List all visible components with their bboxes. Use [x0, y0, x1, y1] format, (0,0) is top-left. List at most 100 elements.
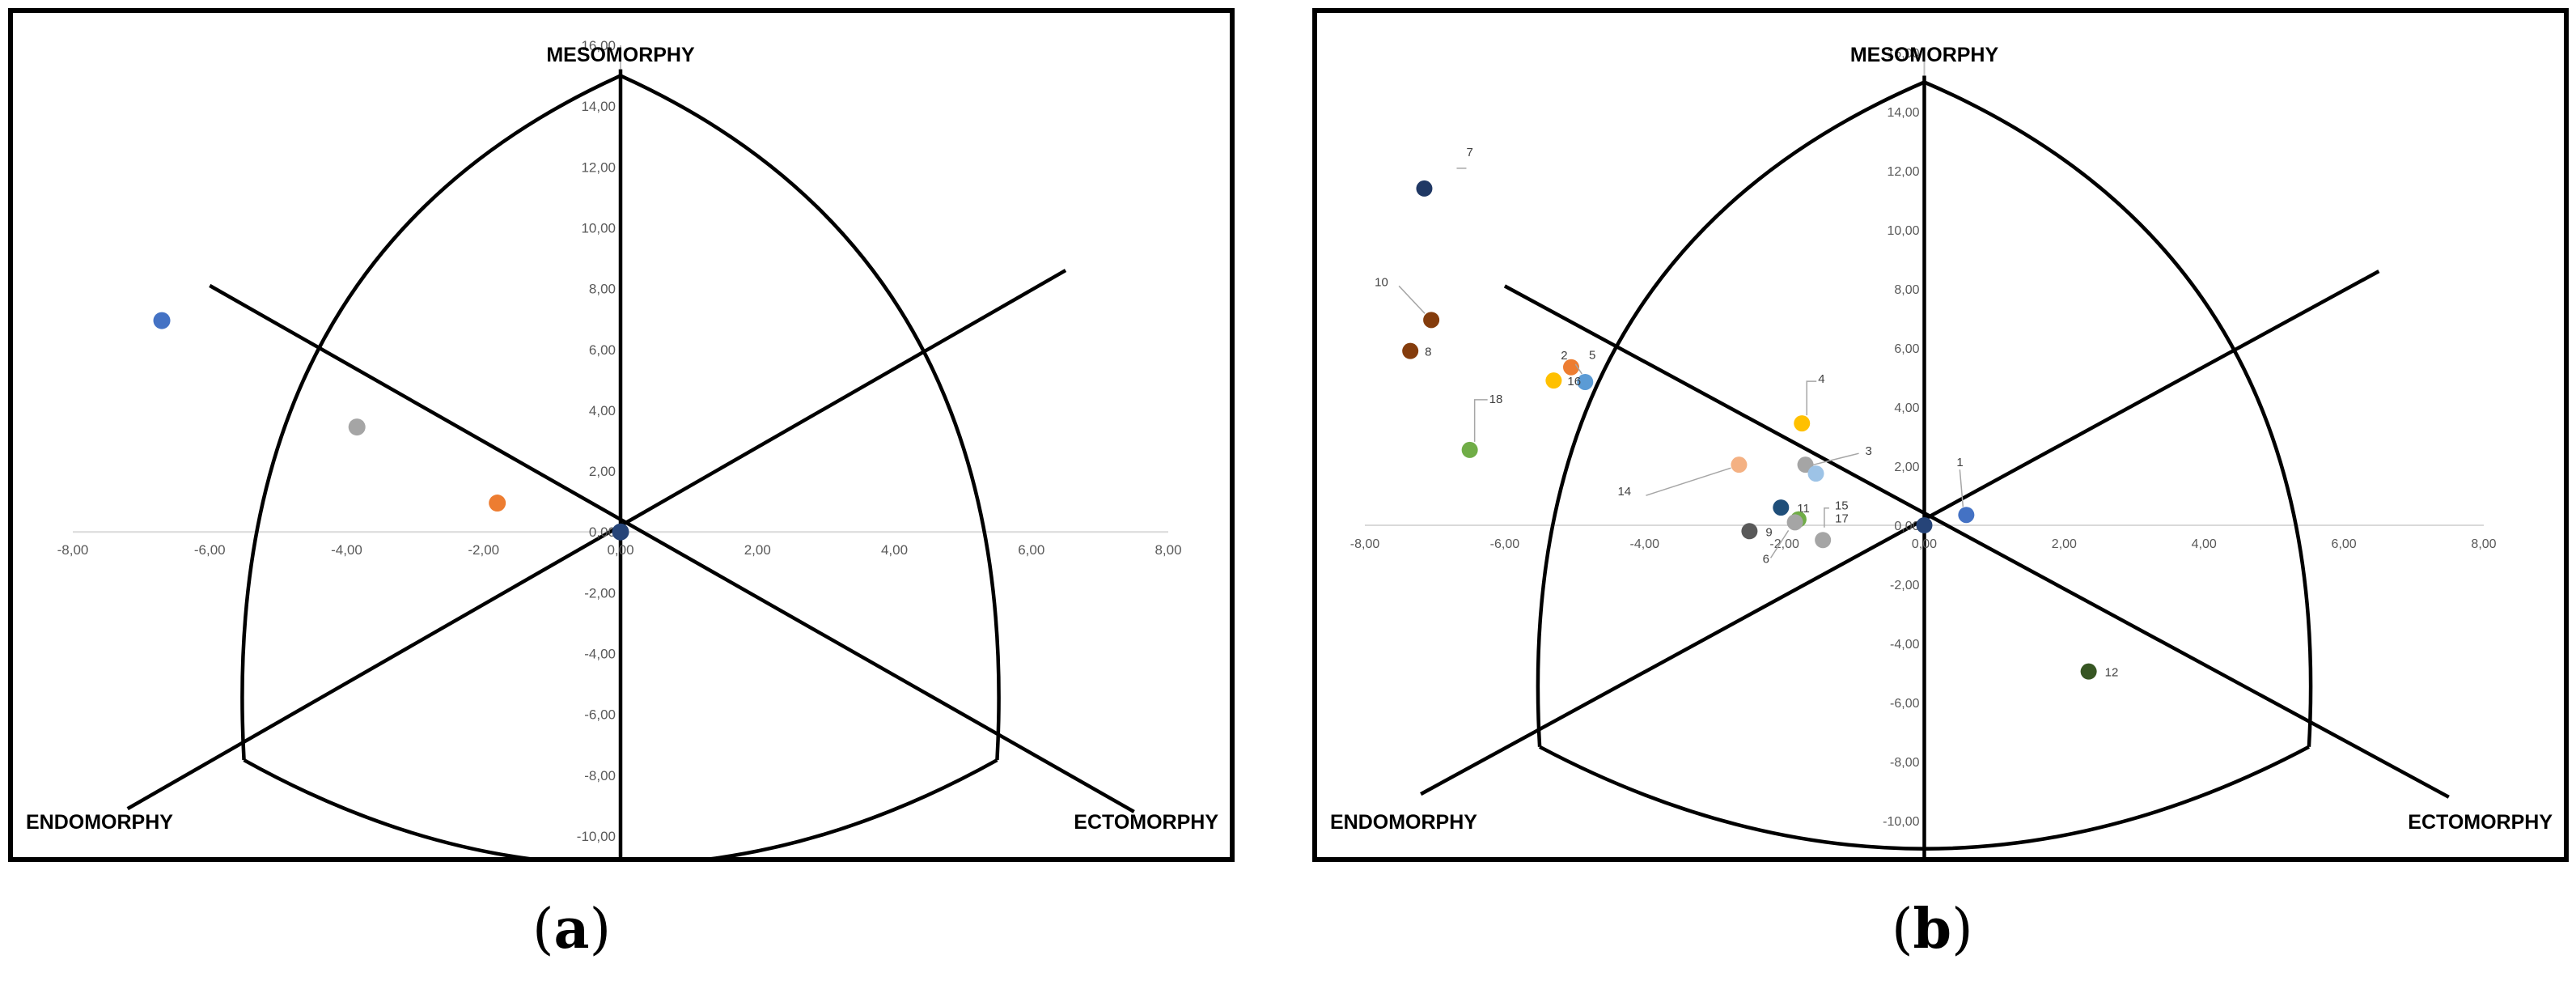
y-tick-label: 16,00 — [1887, 47, 1919, 61]
y-tick-label: 12,00 — [1887, 165, 1919, 179]
y-tick-label: -4,00 — [1890, 638, 1920, 652]
data-point — [1958, 507, 1975, 524]
ectomorphy-label: ECTOMORPHY — [1074, 811, 1218, 834]
data-point-label: 14 — [1617, 485, 1631, 499]
left-arc — [1536, 80, 1926, 747]
y-tick-label: 10,00 — [1887, 224, 1919, 238]
somatochart-a: -8,00 -6,00 -4,00 -2,00 0,00 2,00 4,00 6,00 8,00… — [26, 38, 1218, 857]
mesomorphy-label: MESOMORPHY — [546, 44, 695, 66]
data-point-label: 6 — [1763, 552, 1769, 566]
y-tick-label: 6,00 — [589, 342, 616, 358]
chart-panel-a: -8,00 -6,00 -4,00 -2,00 0,00 2,00 4,00 6,00 8,00… — [8, 8, 1235, 862]
data-point — [489, 495, 506, 512]
x-tick-label: -6,00 — [194, 542, 226, 558]
bottom-arc — [1539, 745, 2310, 851]
endomorphy-label: ENDOMORPHY — [26, 811, 173, 834]
data-point — [1423, 312, 1440, 329]
y-tick-label: 14,00 — [1887, 106, 1919, 120]
x-tick-label: 2,00 — [744, 542, 771, 558]
data-point — [1461, 441, 1478, 458]
y-tick-label: 4,00 — [1894, 401, 1919, 415]
caption-a: (a) — [532, 897, 612, 962]
leader-line — [1473, 399, 1488, 442]
y-tick-label: 6,00 — [1894, 342, 1919, 356]
y-tick-label: 0,00 — [1894, 520, 1919, 533]
leader-line — [1398, 285, 1426, 314]
endo-ecto-diagonal-line — [126, 269, 1067, 811]
data-point — [1731, 456, 1748, 473]
data-point-label: 9 — [1765, 525, 1772, 539]
data-point — [1794, 415, 1811, 432]
x-tick-label: 4,00 — [881, 542, 908, 558]
data-point — [1402, 342, 1419, 359]
data-point-label: 18 — [1489, 393, 1503, 406]
x-tick-label: 8,00 — [2471, 537, 2496, 551]
leader-line — [1824, 507, 1829, 528]
data-point — [1545, 372, 1562, 389]
y-tick-label: 12,00 — [581, 159, 616, 175]
leader-line — [1769, 529, 1790, 558]
ectomorphy-label: ECTOMORPHY — [2408, 811, 2553, 834]
left-arc — [240, 74, 621, 761]
data-point — [2080, 663, 2097, 680]
leader-line — [1806, 380, 1817, 416]
y-tick-label: 2,00 — [589, 464, 616, 479]
data-point-label: 1 — [1956, 456, 1963, 469]
endomorphy-label: ENDOMORPHY — [1330, 811, 1477, 834]
data-point — [1416, 180, 1433, 197]
data-point-label: 5 — [1589, 349, 1595, 363]
y-tick-label: -6,00 — [584, 707, 616, 723]
leader-line — [1646, 467, 1731, 496]
y-tick-label: -8,00 — [1890, 756, 1920, 770]
leader-line — [1959, 469, 1964, 507]
chart-panel-b: -8,00 -6,00 -4,00 -2,00 0,00 2,00 4,00 6,00 8,00… — [1312, 8, 2569, 862]
right-arc — [1923, 80, 2313, 747]
y-tick-label: -10,00 — [1883, 815, 1919, 829]
data-point-label: 3 — [1866, 444, 1872, 458]
y-tick-label: -10,00 — [577, 829, 616, 844]
data-point-label: 10 — [1375, 275, 1388, 289]
x-tick-label: 6,00 — [1018, 542, 1044, 558]
data-point — [348, 418, 366, 436]
data-point-label: 8 — [1425, 346, 1431, 359]
x-tick-label: -4,00 — [1630, 537, 1660, 551]
data-point — [1773, 499, 1790, 516]
data-point — [1786, 514, 1803, 531]
y-tick-label: -6,00 — [1890, 697, 1920, 711]
data-point — [612, 523, 629, 541]
y-tick-label: -2,00 — [1890, 579, 1920, 592]
y-tick-label: 14,00 — [581, 99, 616, 114]
y-tick-label: 10,00 — [581, 220, 616, 236]
leader-line — [1574, 363, 1582, 375]
x-tick-label: 0,00 — [607, 542, 633, 558]
y-tick-label: 8,00 — [1894, 283, 1919, 297]
endo-ecto-diagonal-line — [1420, 270, 2380, 796]
data-point — [1577, 373, 1594, 390]
y-tick-label: -2,00 — [584, 585, 616, 601]
right-arc — [620, 74, 1001, 761]
data-point — [1916, 517, 1933, 533]
caption-b: (b) — [1892, 897, 1973, 962]
data-point-label: 16 — [1567, 375, 1581, 388]
x-tick-label: 2,00 — [2052, 537, 2077, 551]
data-point — [1815, 532, 1832, 549]
data-point-label: 4 — [1818, 372, 1824, 386]
data-point-label: 2 — [1561, 349, 1567, 363]
x-tick-label: 6,00 — [2332, 537, 2357, 551]
data-point-label: 7 — [1466, 146, 1472, 159]
x-tick-label: 8,00 — [1155, 542, 1181, 558]
y-tick-label: -8,00 — [584, 768, 616, 783]
y-tick-label: 4,00 — [589, 403, 616, 418]
x-tick-label: -2,00 — [1769, 537, 1799, 551]
y-tick-label: -4,00 — [584, 647, 616, 662]
somatochart-b: -8,00 -6,00 -4,00 -2,00 0,00 2,00 4,00 6,00 8,00… — [1330, 44, 2553, 857]
data-point-label: 15 — [1835, 499, 1849, 513]
x-tick-label: 0,00 — [1912, 537, 1937, 551]
leader-line — [1813, 452, 1859, 465]
mesomorphy-label: MESOMORPHY — [1850, 44, 1999, 66]
data-point — [153, 312, 171, 329]
x-tick-label: -6,00 — [1490, 537, 1520, 551]
y-tick-label: 2,00 — [1894, 461, 1919, 474]
data-point — [1562, 359, 1579, 376]
x-tick-label: -8,00 — [57, 542, 89, 558]
